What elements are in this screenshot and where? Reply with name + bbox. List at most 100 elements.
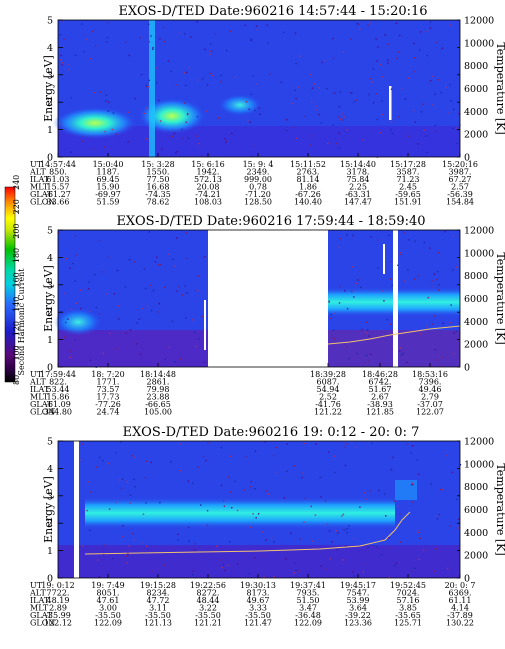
noise-speck: [209, 53, 211, 55]
noise-speck: [353, 537, 355, 540]
noise-speck: [386, 319, 388, 321]
noise-speck: [376, 60, 378, 62]
axes-layer: 012345020004000600080001000012000Energy …: [42, 16, 505, 585]
table-cell-glon: 122.09: [94, 619, 122, 628]
noise-speck: [106, 36, 109, 39]
noise-speck: [375, 93, 377, 95]
noise-speck: [120, 441, 122, 443]
temperature-tick-label: 10000: [464, 38, 494, 49]
noise-speck: [304, 497, 307, 500]
noise-speck: [158, 263, 160, 266]
noise-speck: [227, 564, 229, 566]
noise-speck: [245, 101, 248, 103]
noise-speck: [224, 569, 226, 572]
noise-speck: [387, 59, 389, 61]
noise-speck: [164, 358, 166, 360]
noise-speck: [295, 569, 297, 572]
temperature-tick-label: 12000: [464, 16, 494, 27]
noise-speck: [129, 502, 131, 504]
noise-speck: [264, 441, 266, 443]
time-label: 18:39:28: [310, 370, 346, 379]
noise-speck: [60, 123, 63, 125]
noise-speck: [339, 118, 342, 120]
noise-speck: [245, 456, 247, 458]
table-cell-alt: 7547.: [347, 589, 370, 598]
noise-speck: [229, 455, 232, 458]
noise-speck: [74, 54, 77, 56]
noise-speck: [112, 557, 114, 560]
noise-speck: [346, 346, 348, 348]
panel1-noise: [59, 20, 461, 158]
noise-speck: [144, 287, 147, 290]
noise-speck: [377, 46, 379, 48]
noise-speck: [302, 472, 304, 474]
table-cell-glon: 122.12: [44, 619, 72, 628]
noise-speck: [172, 258, 174, 260]
noise-speck: [197, 79, 199, 81]
noise-speck: [371, 442, 373, 445]
noise-speck: [450, 100, 452, 102]
noise-speck: [121, 535, 123, 538]
noise-speck: [244, 489, 246, 491]
noise-speck: [176, 290, 178, 292]
noise-speck: [319, 476, 322, 479]
noise-speck: [99, 91, 101, 93]
table-cell-glon: 125.71: [394, 619, 422, 628]
noise-speck: [168, 135, 171, 138]
noise-speck: [292, 126, 295, 129]
panel3-band-end: [395, 480, 417, 500]
noise-speck: [384, 34, 386, 36]
noise-speck: [201, 315, 203, 318]
noise-speck: [81, 443, 84, 445]
time-label: 19:45:17: [340, 581, 376, 590]
colorbar-tick-label: 80: [12, 375, 21, 385]
table-cell-alt: 1942.: [197, 168, 220, 177]
noise-speck: [418, 558, 420, 561]
noise-speck: [145, 84, 148, 86]
noise-speck: [117, 317, 119, 319]
noise-speck: [304, 115, 306, 118]
temperature-tick-label: 0: [464, 363, 470, 374]
noise-speck: [377, 267, 379, 269]
noise-speck: [265, 539, 267, 541]
noise-speck: [364, 492, 366, 494]
noise-speck: [150, 310, 153, 312]
noise-speck: [453, 108, 455, 111]
noise-speck: [432, 285, 435, 288]
noise-speck: [330, 317, 332, 319]
row-label: ALT: [29, 168, 46, 177]
table-cell-ilat: 572.13: [194, 175, 222, 184]
table-cell-alt: 6742.: [369, 378, 392, 387]
noise-speck: [225, 141, 227, 144]
noise-speck: [117, 305, 120, 307]
energy-axis-label: Energy [eV]: [42, 55, 55, 122]
table-cell-mlt: 23.88: [147, 393, 170, 402]
noise-speck: [339, 237, 341, 240]
temperature-tick-label: 12000: [464, 437, 494, 448]
noise-speck: [414, 121, 416, 123]
noise-speck: [369, 353, 372, 356]
noise-speck: [403, 232, 405, 234]
noise-speck: [88, 281, 90, 283]
noise-speck: [299, 538, 301, 540]
noise-speck: [346, 528, 348, 530]
noise-speck: [202, 78, 204, 80]
noise-speck: [343, 116, 345, 118]
table-cell-glon: 128.50: [244, 198, 272, 207]
table-cell-mlt: 2.45: [399, 183, 417, 192]
noise-speck: [310, 505, 312, 508]
noise-speck: [125, 555, 127, 557]
panel1-orbit-table: UTALTILATMLTGLATGLON14:57:44850.61.0315.…: [29, 160, 478, 207]
panel3-frame: [57, 440, 461, 579]
noise-speck: [177, 533, 179, 536]
row-label: ILAT: [30, 596, 50, 605]
time-label: 20: 0: 7: [445, 581, 476, 590]
noise-speck: [338, 302, 341, 304]
noise-speck: [345, 443, 348, 445]
panel2-white-streak-left: [204, 300, 206, 350]
noise-speck: [96, 466, 98, 468]
noise-speck: [388, 234, 390, 236]
table-cell-glon: 33.66: [47, 198, 70, 207]
table-cell-ilat: 61.11: [449, 596, 472, 605]
noise-speck: [267, 493, 270, 495]
